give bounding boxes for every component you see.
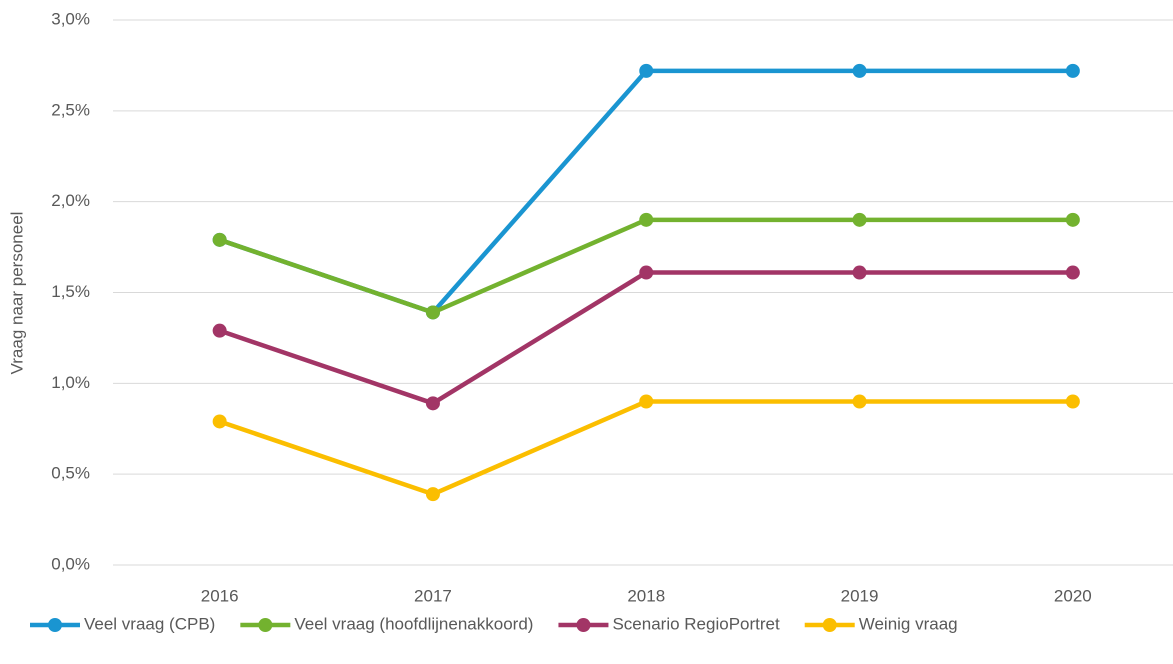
data-point — [852, 63, 867, 78]
y-tick-label: 1,5% — [51, 282, 90, 301]
data-point — [212, 323, 227, 338]
data-point — [639, 265, 654, 280]
legend-marker — [258, 618, 273, 632]
data-point — [852, 394, 867, 409]
y-tick-label: 0,5% — [51, 464, 90, 483]
legend-label: Weinig vraag — [859, 614, 958, 633]
series-line — [218, 399, 1073, 497]
y-tick-label: 2,5% — [51, 100, 90, 119]
data-point — [852, 212, 867, 227]
legend-label: Scenario RegioPortret — [612, 614, 780, 633]
data-point — [425, 396, 440, 411]
y-tick-label: 2,0% — [51, 191, 90, 210]
data-point — [639, 394, 654, 409]
x-tick-label: 2018 — [627, 586, 665, 605]
data-point — [1065, 265, 1080, 280]
data-point — [425, 487, 440, 502]
y-tick-label: 1,0% — [51, 373, 90, 392]
data-point — [1065, 212, 1080, 227]
data-point — [425, 305, 440, 320]
data-point — [639, 63, 654, 78]
y-axis-label: Vraag naar personeel — [7, 212, 26, 375]
legend-label: Veel vraag (CPB) — [84, 614, 215, 633]
y-tick-label: 3,0% — [51, 9, 90, 28]
x-tick-label: 2017 — [414, 586, 452, 605]
legend-marker — [48, 618, 62, 632]
data-point — [212, 232, 227, 247]
x-tick-label: 2020 — [1054, 586, 1092, 605]
data-point — [852, 265, 867, 280]
legend-label: Veel vraag (hoofdlijnenakkoord) — [294, 614, 533, 633]
x-tick-label: 2019 — [841, 586, 879, 605]
x-tick-label: 2016 — [201, 586, 239, 605]
y-tick-label: 0,0% — [51, 554, 90, 573]
data-point — [1065, 394, 1080, 409]
data-point — [639, 212, 654, 227]
data-point — [1065, 63, 1080, 78]
legend-marker — [576, 618, 591, 632]
legend-marker — [822, 618, 837, 632]
data-point — [212, 414, 227, 429]
